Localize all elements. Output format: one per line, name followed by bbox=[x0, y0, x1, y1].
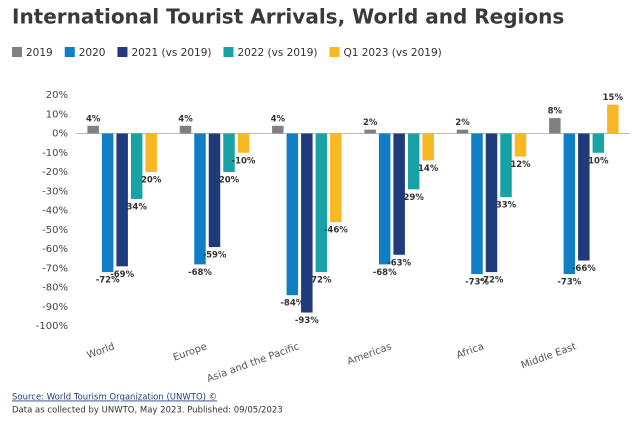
bar bbox=[592, 133, 605, 153]
bar bbox=[456, 129, 469, 134]
value-label: -68% bbox=[373, 268, 397, 278]
value-label: 29% bbox=[403, 193, 424, 203]
value-label: 15% bbox=[603, 93, 624, 103]
bar bbox=[130, 133, 143, 199]
y-tick-label: -10% bbox=[42, 148, 68, 159]
value-label: 4% bbox=[178, 114, 193, 124]
legend-label: 2022 (vs 2019) bbox=[237, 47, 317, 59]
value-label: 34% bbox=[126, 202, 147, 212]
bar bbox=[422, 133, 434, 161]
value-label: 10% bbox=[588, 156, 609, 166]
bar bbox=[563, 133, 576, 275]
note: Data as collected by UNWTO, May 2023. Pu… bbox=[12, 406, 283, 416]
legend-label: Q1 2023 (vs 2019) bbox=[343, 47, 441, 59]
value-label: -66% bbox=[572, 264, 596, 274]
bar bbox=[378, 133, 391, 265]
value-label: 8% bbox=[548, 107, 563, 117]
bar bbox=[272, 125, 284, 134]
value-label: -69% bbox=[110, 270, 134, 280]
source[interactable]: Source: World Tourism Organization (UNWT… bbox=[12, 393, 217, 403]
bar bbox=[471, 133, 483, 275]
value-label: 14% bbox=[418, 164, 439, 174]
value-label: 2% bbox=[363, 118, 378, 128]
y-tick-label: -50% bbox=[42, 225, 68, 236]
legend-swatch bbox=[12, 47, 22, 57]
y-tick-label: 0% bbox=[52, 129, 68, 140]
value-label: 20% bbox=[219, 176, 240, 186]
y-tick-label: -60% bbox=[42, 244, 68, 255]
value-label: 20% bbox=[141, 176, 162, 186]
value-label: 33% bbox=[496, 201, 517, 211]
bar bbox=[87, 125, 99, 134]
bar bbox=[194, 133, 206, 265]
value-label: -68% bbox=[188, 268, 212, 278]
value-label: -72% bbox=[96, 276, 120, 286]
legend-label: 2021 (vs 2019) bbox=[131, 47, 211, 59]
bar bbox=[485, 133, 498, 273]
bar bbox=[514, 133, 527, 157]
y-tick-label: -70% bbox=[42, 263, 68, 274]
bar bbox=[116, 133, 128, 267]
x-tick-label: Europe bbox=[172, 341, 209, 363]
value-label: -73% bbox=[557, 278, 581, 288]
value-label: 4% bbox=[86, 114, 101, 124]
y-tick-label: -30% bbox=[42, 186, 68, 197]
bar bbox=[145, 133, 157, 172]
bar bbox=[549, 118, 561, 134]
value-label: -63% bbox=[387, 258, 411, 268]
value-label: 2% bbox=[455, 118, 470, 128]
bar bbox=[208, 133, 221, 248]
y-tick-label: -20% bbox=[42, 167, 68, 178]
value-label: -72% bbox=[480, 276, 504, 286]
y-tick-label: -90% bbox=[42, 302, 68, 313]
bar bbox=[500, 133, 512, 198]
bar bbox=[330, 133, 342, 223]
x-tick-label: Asia and the Pacific bbox=[206, 341, 301, 385]
bar bbox=[407, 133, 420, 190]
legend-swatch bbox=[117, 47, 128, 57]
value-label: -10% bbox=[232, 156, 256, 166]
y-tick-label: -80% bbox=[42, 283, 68, 294]
x-tick-label: Americas bbox=[346, 341, 393, 367]
x-tick-label: Africa bbox=[455, 341, 486, 361]
bar bbox=[301, 133, 313, 313]
bar bbox=[578, 133, 590, 261]
bar bbox=[223, 133, 235, 172]
value-label: -73% bbox=[465, 278, 489, 288]
value-label: -93% bbox=[295, 316, 319, 326]
y-tick-label: 10% bbox=[46, 109, 68, 120]
value-label: -84% bbox=[280, 299, 304, 309]
y-tick-label: -100% bbox=[36, 321, 68, 332]
bar bbox=[179, 125, 192, 134]
x-tick-label: World bbox=[86, 341, 117, 361]
bar bbox=[237, 133, 250, 153]
bar bbox=[607, 104, 619, 134]
value-label: -59% bbox=[203, 251, 227, 261]
legend-swatch bbox=[64, 47, 75, 57]
bar bbox=[364, 129, 376, 134]
legend-swatch bbox=[223, 47, 234, 57]
chart-title: International Tourist Arrivals, World an… bbox=[12, 5, 564, 29]
y-tick-label: 20% bbox=[46, 90, 68, 101]
bar bbox=[286, 133, 299, 296]
value-label: -46% bbox=[324, 226, 348, 236]
x-tick-label: Middle East bbox=[520, 341, 578, 371]
y-tick-label: -40% bbox=[42, 206, 68, 217]
legend-label: 2020 bbox=[79, 47, 106, 59]
value-label: 4% bbox=[271, 114, 286, 124]
bar bbox=[101, 133, 114, 273]
value-label: 72% bbox=[311, 276, 332, 286]
value-label: 12% bbox=[510, 160, 531, 170]
bar bbox=[315, 133, 328, 273]
legend-swatch bbox=[329, 47, 340, 57]
bar bbox=[393, 133, 405, 255]
legend-label: 2019 bbox=[26, 47, 53, 59]
